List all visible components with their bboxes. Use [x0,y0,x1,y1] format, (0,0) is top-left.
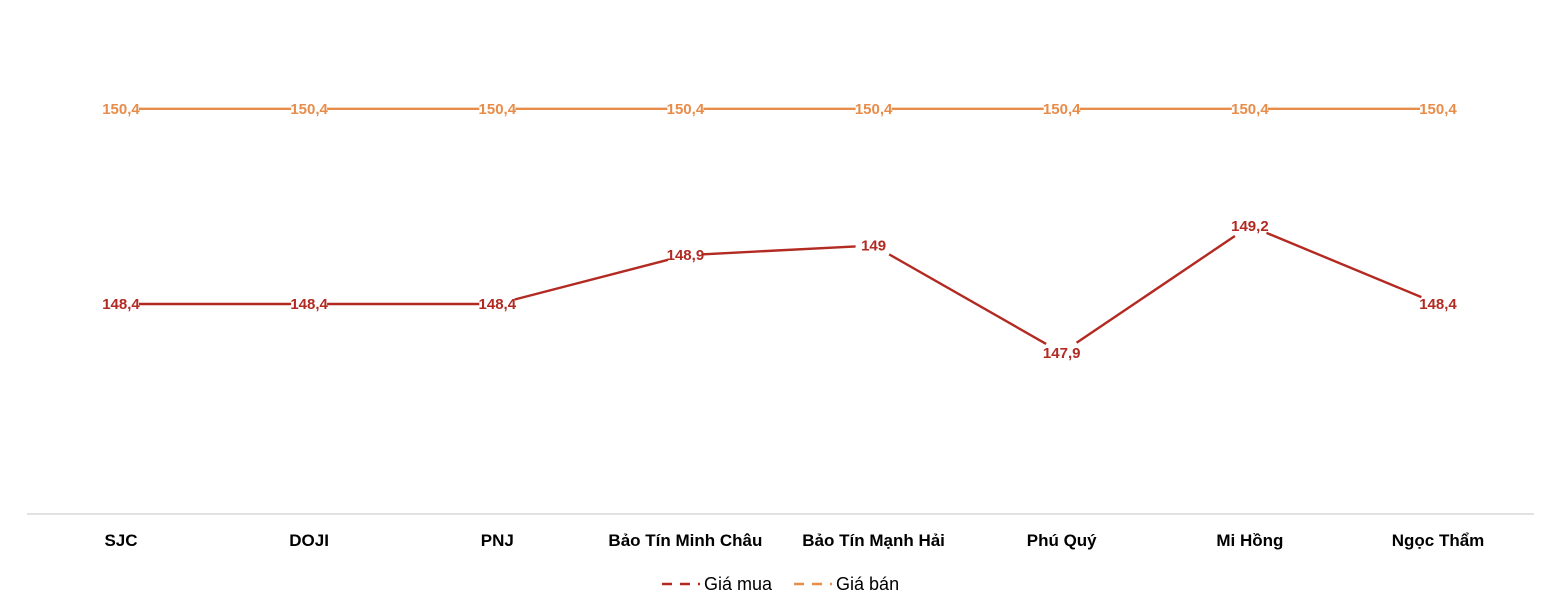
data-label: 150,4 [1043,101,1081,118]
series-layer [139,107,1422,345]
data-label: 148,9 [667,247,705,264]
x-tick-layer: SJC DOJI PNJ Bảo Tín Minh Châu Bảo Tín Mạnh … [104,531,1484,550]
series-segment [1266,231,1422,299]
data-label: 150,4 [479,101,517,118]
legend-item: Giá bán [794,574,899,594]
data-label: 150,4 [1231,101,1269,118]
legend-label: Giá mua [704,574,773,594]
data-label: 150,4 [855,101,893,118]
data-label: 150,4 [1419,101,1457,118]
data-label: 150,4 [667,101,705,118]
series-gia-mua [139,231,1422,345]
x-tick-label: SJC [104,531,137,550]
data-label: 147,9 [1043,345,1081,362]
x-tick-label: Mi Hồng [1216,531,1283,550]
series-segment [1075,235,1236,344]
x-tick-label: Bảo Tín Mạnh Hải [802,531,945,550]
x-tick-label: PNJ [481,531,514,550]
data-label: 148,4 [479,296,517,313]
x-tick-label: Phú Quý [1027,531,1097,550]
legend: Giá mua Giá bán [662,574,899,594]
data-label: 150,4 [290,101,328,118]
x-tick-label: Ngọc Thẩm [1392,531,1485,550]
data-label: 148,4 [290,296,328,313]
data-label: 148,4 [1419,296,1457,313]
data-label: 149 [861,238,886,255]
series-segment [514,258,669,301]
legend-label: Giá bán [836,574,899,594]
x-tick-label: DOJI [289,531,329,550]
data-label: 149,2 [1231,218,1269,235]
series-segment [888,253,1047,345]
legend-item: Giá mua [662,574,773,594]
data-label: 150,4 [102,101,140,118]
x-tick-label: Bảo Tín Minh Châu [608,531,762,550]
data-label: 148,4 [102,296,140,313]
series-segment [703,245,856,256]
data-label-layer: 148,4 148,4 148,4 148,9 149 147,9 149,2 148,4 15… [102,101,1457,362]
